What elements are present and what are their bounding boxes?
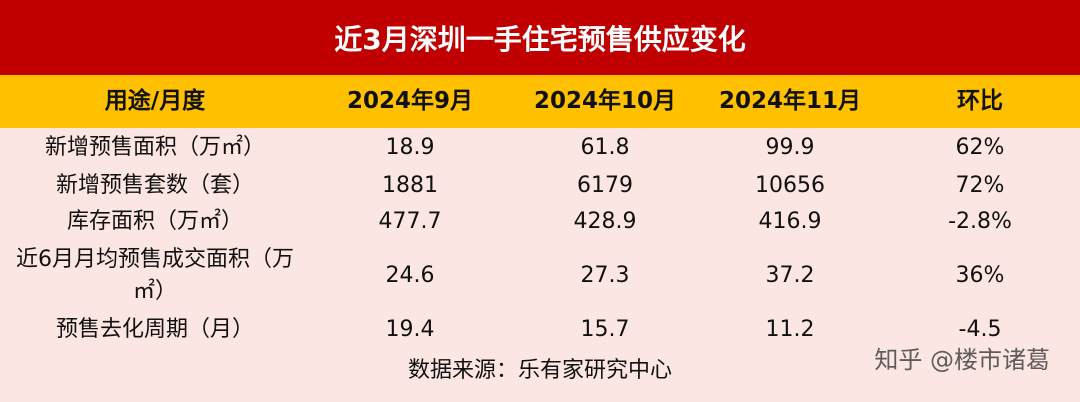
table-cell: 11.2 (765, 317, 815, 343)
column-header: 2024年10月 (533, 87, 677, 114)
table-row: 预售去化周期（月） 19.4 15.7 11.2 -4.5 (0, 312, 1080, 348)
row-label-cell: 库存面积（万㎡） (0, 203, 310, 240)
table-cell: 19.4 (385, 317, 435, 343)
table-cell: 416.9 (758, 208, 822, 234)
table-row: 库存面积（万㎡） 477.7 428.9 416.9 -2.8% (0, 203, 1080, 240)
table-row: 近6月月均预售成交面积（万㎡） 24.6 27.3 37.2 36% (0, 240, 1080, 312)
table-cell: 62% (955, 135, 1005, 161)
row-label: 库存面积（万㎡） (66, 208, 243, 234)
row-label-cell: 预售去化周期（月） (0, 312, 310, 348)
table-cell: 6179 (577, 172, 633, 198)
column-header: 2024年9月 (346, 87, 474, 114)
table-cell: 36% (955, 263, 1005, 289)
row-label-cell: 近6月月均预售成交面积（万㎡） (0, 240, 310, 312)
table-cell: 61.8 (580, 135, 630, 161)
table-cell: 99.9 (765, 135, 815, 161)
table-cell: 428.9 (573, 208, 637, 234)
row-label: 新增预售面积（万㎡） (44, 135, 265, 161)
watermark: 知乎 @楼市诸葛 (874, 346, 1050, 374)
table-cell: 1881 (382, 172, 438, 198)
table-row: 新增预售套数（套） 1881 6179 10656 72% (0, 168, 1080, 203)
row-label-cell: 新增预售面积（万㎡） (0, 128, 310, 168)
table-cell: -4.5 (958, 317, 1002, 343)
table-cell: 477.7 (378, 208, 442, 234)
table-cell: 27.3 (580, 263, 630, 289)
table-cell: 72% (955, 172, 1005, 198)
header-row: 用途/月度 2024年9月 2024年10月 2024年11月 环比 (0, 75, 1080, 128)
table-cell: 15.7 (580, 317, 630, 343)
row-label-cell: 新增预售套数（套） (0, 168, 310, 203)
column-header: 环比 (957, 87, 1003, 114)
row-label: 预售去化周期（月） (55, 317, 254, 343)
source-note: 数据来源：乐有家研究中心 (407, 358, 672, 383)
table-cell: 37.2 (765, 263, 815, 289)
table-row: 新增预售面积（万㎡） 18.9 61.8 99.9 62% (0, 128, 1080, 168)
row-label: 新增预售套数（套） (55, 172, 254, 198)
column-header: 用途/月度 (104, 87, 206, 114)
table-cell: 18.9 (385, 135, 435, 161)
table-cell: -2.8% (948, 208, 1012, 234)
table-cell: 10656 (755, 172, 825, 198)
table-title: 近3月深圳一手住宅预售供应变化 (0, 0, 1080, 75)
table-cell: 24.6 (385, 263, 435, 289)
row-label: 近6月月均预售成交面积（万㎡） (16, 247, 294, 304)
column-header: 2024年11月 (718, 87, 862, 114)
